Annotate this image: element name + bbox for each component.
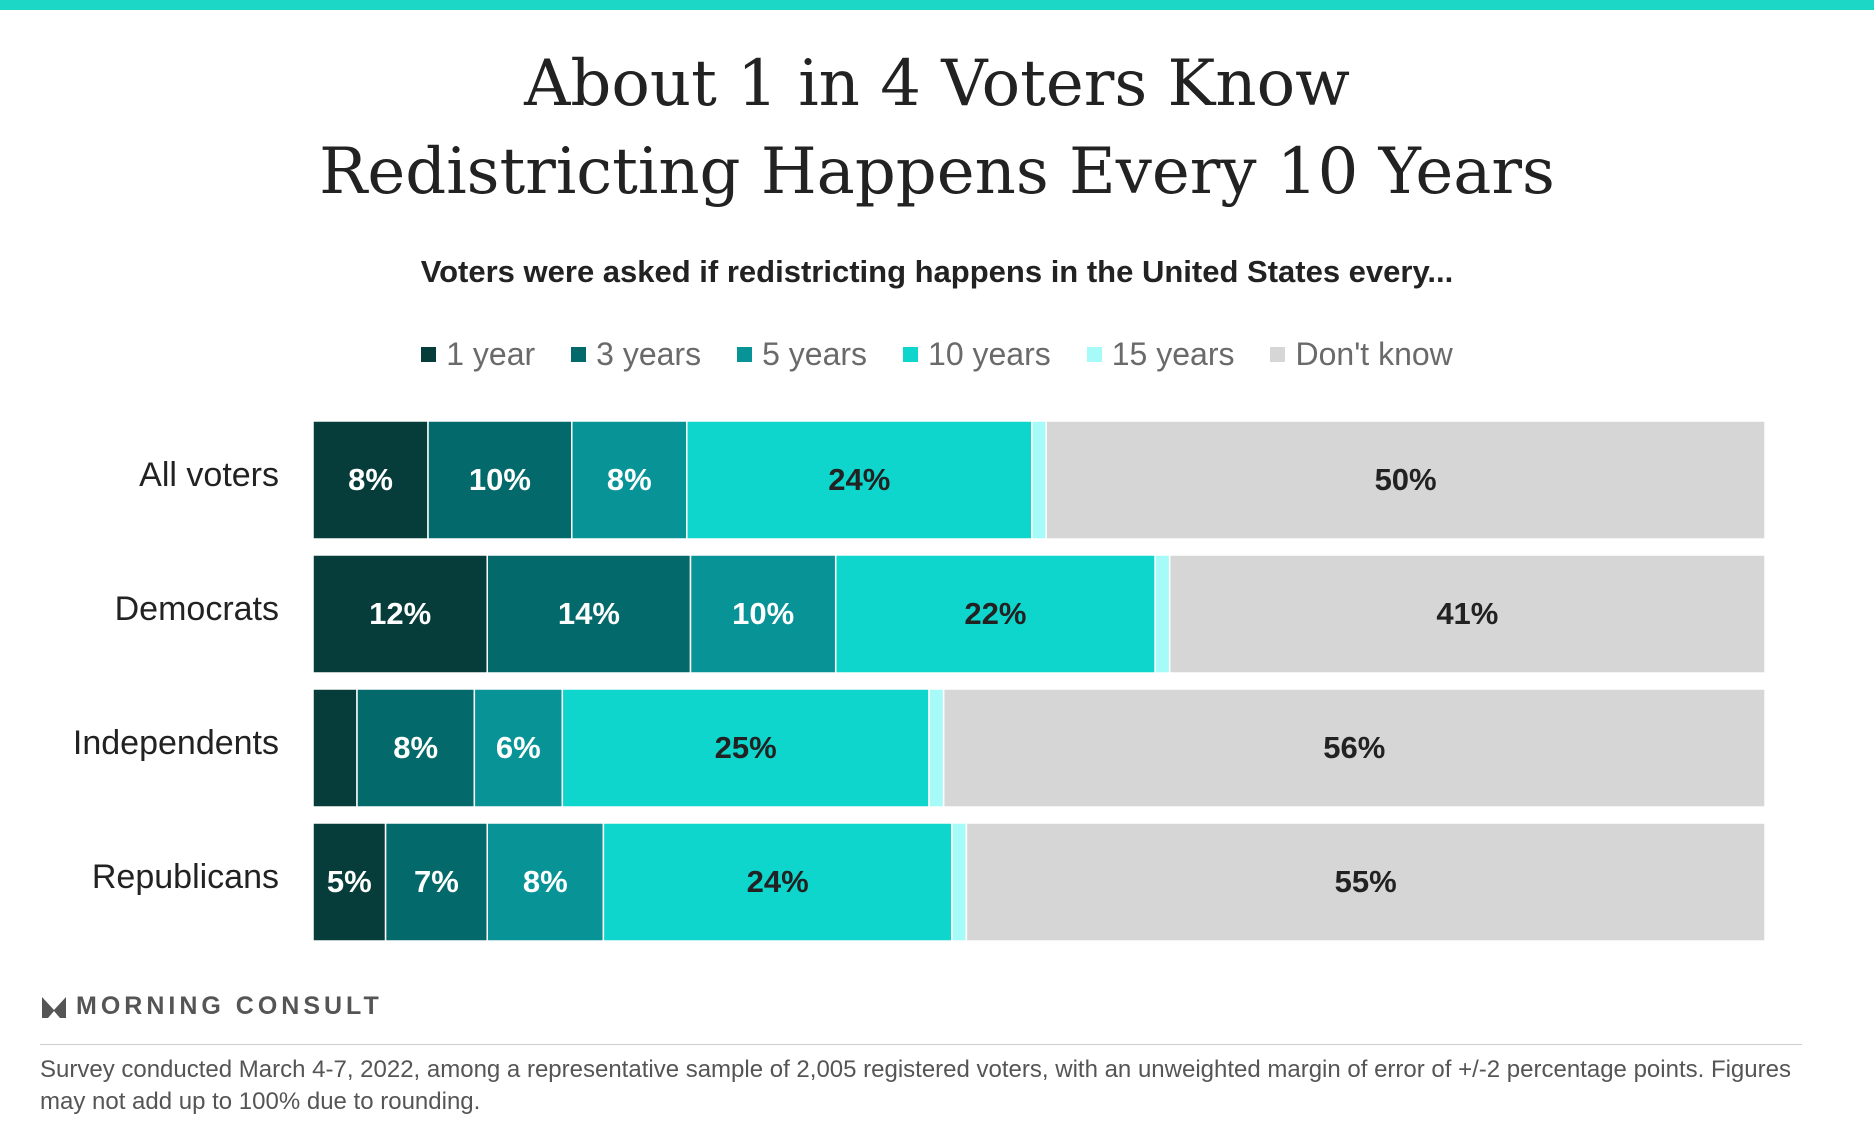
legend-label: 10 years [928, 336, 1051, 372]
legend-swatch [1086, 347, 1102, 362]
bar-segment [1045, 420, 1766, 540]
legend-swatch [1270, 347, 1286, 362]
bar-segment [928, 688, 945, 808]
data-label: 5% [327, 864, 372, 899]
bar-segment [689, 554, 837, 674]
legend-label: 1 year [446, 336, 536, 372]
bar-segment [384, 822, 488, 942]
data-label: 22% [964, 596, 1026, 631]
bar-segment [473, 688, 564, 808]
category-label: All voters [139, 456, 279, 494]
legend-item-2: 5 years [737, 336, 867, 373]
legend-item-4: 15 years [1086, 336, 1235, 373]
survey-footnote: Survey conducted March 4-7, 2022, among … [40, 1056, 1791, 1115]
data-label: 24% [747, 864, 809, 899]
data-label: 8% [607, 462, 652, 497]
stacked-bar-chart: All voters 8% 10% 8% 24% 50% Democrats 12% 14% 10… [73, 420, 1766, 942]
chart-subtitle: Voters were asked if redistricting happe… [420, 254, 1454, 289]
chart-title-line-1: About 1 in 4 Voters Know [524, 47, 1350, 121]
bar-segment [561, 688, 930, 808]
bar-segment [1031, 420, 1047, 540]
chart-legend: 1 year 3 years 5 years 10 years 15 years Don'… [0, 336, 1874, 373]
brand-name: MORNING CONSULT [76, 992, 383, 1020]
legend-swatch [737, 347, 753, 362]
bar-segment [1168, 554, 1766, 674]
bar-segment [312, 554, 488, 674]
data-label: 8% [348, 462, 393, 497]
bar-segment [486, 822, 605, 942]
data-label: 10% [732, 596, 794, 631]
bar-segment [1154, 554, 1171, 674]
data-label: 50% [1375, 462, 1437, 497]
bar-segment [312, 688, 358, 808]
legend-item-1: 3 years [571, 336, 701, 373]
data-label: 7% [414, 864, 459, 899]
data-label: 10% [469, 462, 531, 497]
bar-segment [486, 554, 692, 674]
bar-segment [427, 420, 573, 540]
data-label: 56% [1323, 730, 1385, 765]
data-label: 12% [369, 596, 431, 631]
data-label: 8% [523, 864, 568, 899]
bar-segment [602, 822, 953, 942]
data-label: 6% [496, 730, 541, 765]
legend-item-5: Don't know [1270, 336, 1453, 373]
legend-swatch [903, 347, 919, 362]
category-label: Democrats [115, 590, 279, 628]
chart-title: About 1 in 4 Voters Know Redistricting H… [0, 40, 1874, 216]
data-label: 24% [828, 462, 890, 497]
legend-label: 5 years [762, 336, 868, 372]
legend-item-0: 1 year [421, 336, 535, 373]
bar-segment [951, 822, 968, 942]
legend-item-3: 10 years [903, 336, 1051, 373]
bar-segment [942, 688, 1766, 808]
footer-divider [40, 1044, 1802, 1045]
category-label: Independents [73, 724, 279, 762]
legend-label: Don't know [1295, 336, 1453, 372]
morning-consult-logo-icon [42, 996, 66, 1018]
data-label: 8% [393, 730, 438, 765]
chart-title-line-2: Redistricting Happens Every 10 Years [319, 135, 1555, 209]
legend-swatch [571, 347, 587, 362]
legend-swatch [421, 347, 437, 362]
data-label: 14% [558, 596, 620, 631]
bar-segment [965, 822, 1766, 942]
legend-label: 15 years [1111, 336, 1235, 372]
bar-segment [834, 554, 1156, 674]
bar-segment [312, 822, 387, 942]
brand-logo: MORNING CONSULT [40, 992, 383, 1021]
data-label: 41% [1436, 596, 1498, 631]
data-label: 25% [715, 730, 777, 765]
legend-label: 3 years [596, 336, 702, 372]
top-accent-bar [0, 0, 1874, 10]
bar-segment [686, 420, 1033, 540]
category-label: Republicans [92, 858, 279, 896]
data-label: 55% [1335, 864, 1397, 899]
